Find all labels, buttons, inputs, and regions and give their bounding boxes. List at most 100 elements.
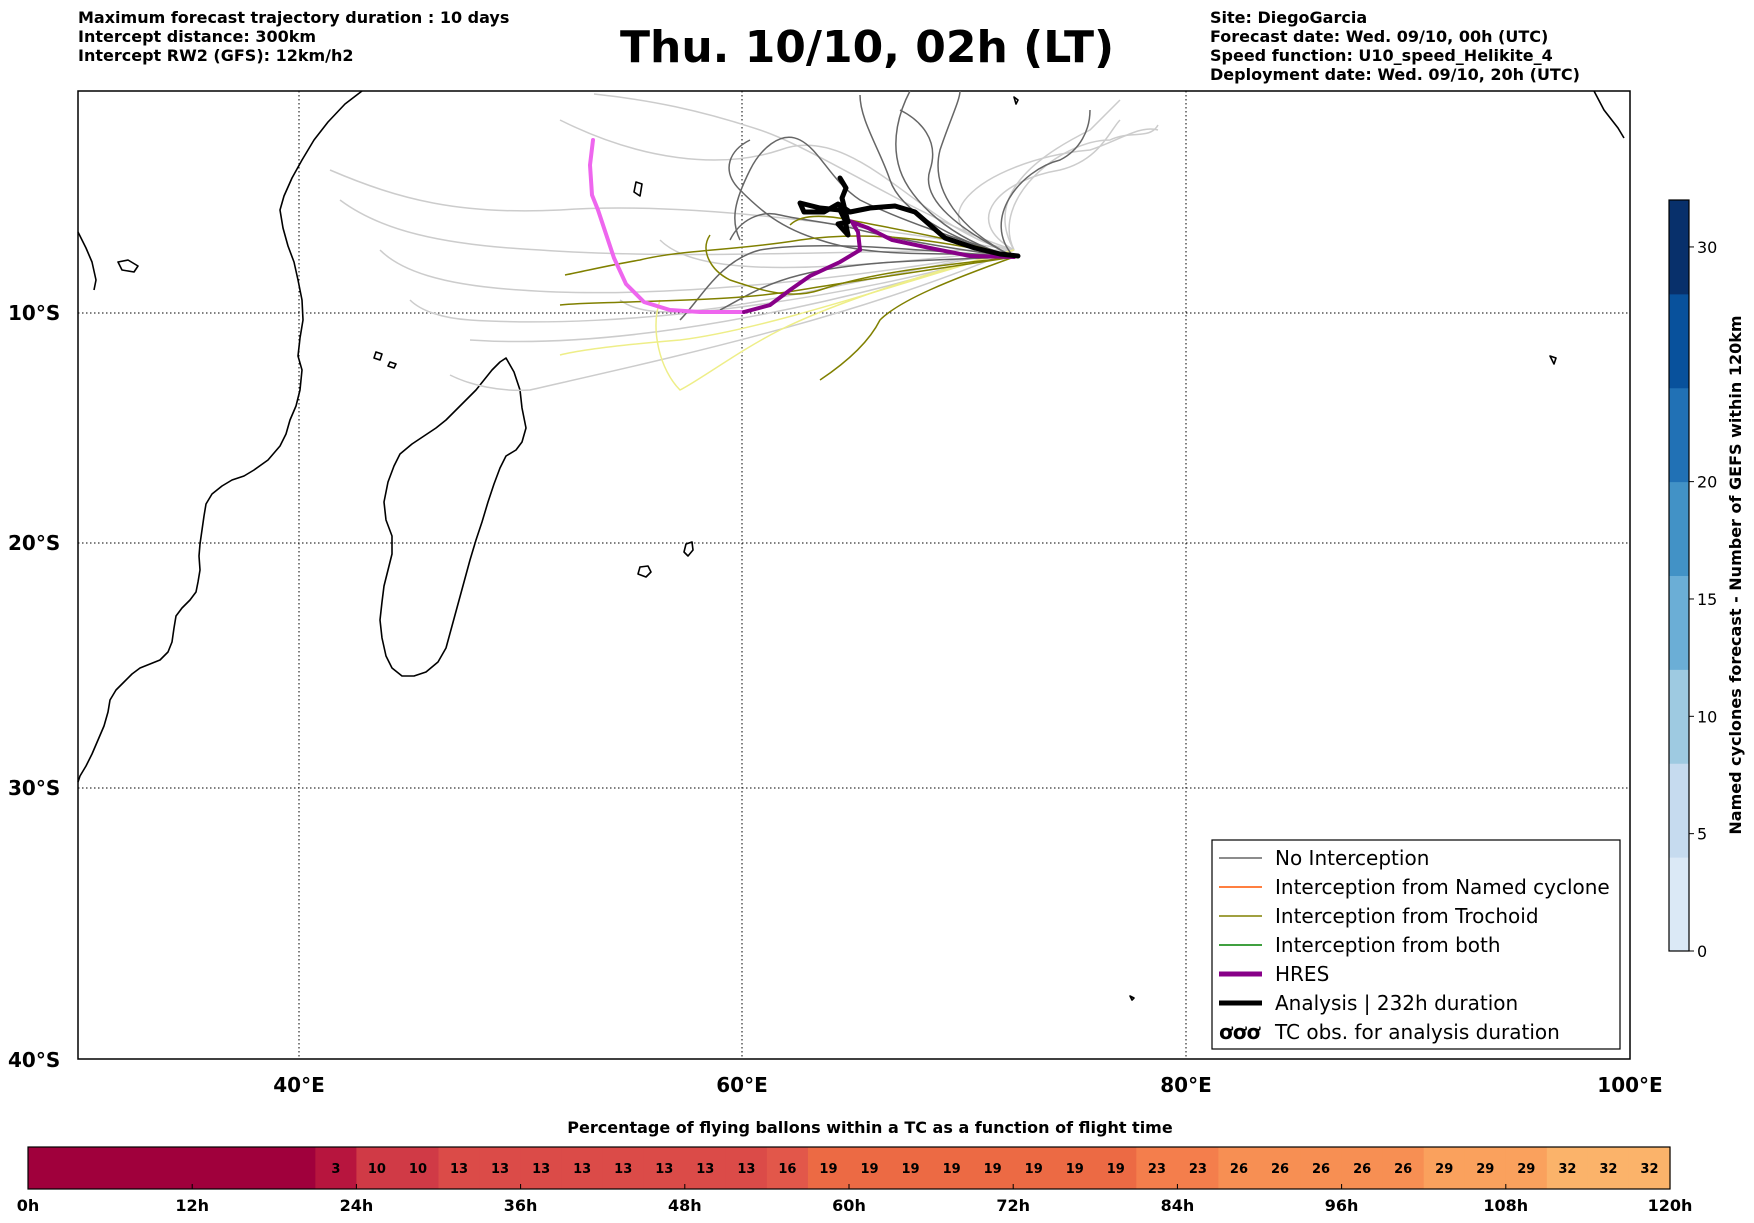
timebar-tick-label: 72h: [996, 1196, 1030, 1215]
timebar-tick: 72h: [996, 1184, 1030, 1215]
timebar-cell-fill: [1013, 1147, 1055, 1189]
timebar-cell: 13: [643, 1147, 686, 1189]
no-interception-track: [899, 109, 1015, 258]
legend-label: Interception from Trochoid: [1275, 904, 1539, 928]
legend-box: [1211, 839, 1621, 1050]
sumatra-coast: [1593, 90, 1625, 139]
timebar-cell-value: 29: [1517, 1162, 1535, 1177]
timebar-cell: 26: [1259, 1147, 1302, 1189]
timebar-cell-value: 32: [1640, 1162, 1658, 1177]
faded-track: [559, 119, 1015, 251]
timebar-cell: 19: [1054, 1147, 1096, 1189]
cocos-islands: [1549, 355, 1557, 365]
faded-track: [1008, 124, 1159, 251]
trochoid-track: [705, 234, 1015, 295]
legend-rows: No Interception Interception from Named c…: [1219, 846, 1610, 1044]
colorbar-cell: [1669, 481, 1689, 576]
faded-track: [379, 249, 1015, 294]
header-left-info: Maximum forecast trajectory duration : 1…: [78, 8, 509, 65]
timebar-cell-fill: [643, 1147, 686, 1189]
trochoid-track: [559, 256, 1015, 306]
colorbar-tick-label: 20: [1697, 473, 1717, 492]
chagos-islands: [1013, 96, 1019, 105]
map-panel: 10°S 20°S 30°S 40°S 40°E 60°E 80°E 100°E…: [8, 90, 1663, 1097]
colorbar-cell: [1669, 857, 1689, 952]
faded-trochoid-track: [559, 249, 1015, 356]
timebar-tick: 0h: [17, 1184, 39, 1215]
trochoid-track: [564, 235, 1015, 276]
lon-label-100e: 100°E: [1597, 1073, 1662, 1097]
timebar-cell: 19: [849, 1147, 891, 1189]
legend-item: HRES: [1219, 962, 1329, 986]
faded-track: [987, 119, 1121, 251]
longitude-labels: 40°E 60°E 80°E 100°E: [273, 1073, 1662, 1097]
timebar-cell-fill: [233, 1147, 275, 1189]
colorbar-tick-label: 10: [1697, 707, 1717, 726]
timebar-cell-fill: [1054, 1147, 1096, 1189]
timebar-cell-fill: [890, 1147, 932, 1189]
timebar-cell-value: 32: [1558, 1162, 1576, 1177]
timebar-cell-fill: [1259, 1147, 1302, 1189]
analysis-track: [797, 175, 1021, 259]
timebar-tick: 60h: [832, 1184, 866, 1215]
tc-obs-symbol: ơơơ: [1219, 1020, 1261, 1044]
timebar-cell-value: 26: [1271, 1162, 1289, 1177]
trochoid-track: [819, 256, 1015, 381]
timebar-cell-value: 19: [984, 1162, 1002, 1177]
timebar-cell: 26: [1218, 1147, 1261, 1189]
timebar-cell-value: 29: [1476, 1162, 1494, 1177]
legend-item: Analysis | 232h duration: [1219, 991, 1518, 1015]
timebar-cell-value: 26: [1312, 1162, 1330, 1177]
cyclone-colorbar: 0 5 10 15 20 30 Named cyclones forecast - Num…: [1668, 199, 1745, 961]
timebar-cell: 13: [520, 1147, 563, 1189]
no-interception-track: [1000, 109, 1091, 258]
timebar-cell-value: 32: [1599, 1162, 1617, 1177]
timebar-cell-value: 19: [943, 1162, 961, 1177]
colorbar-tick-label: 0: [1697, 942, 1707, 961]
colorbar-cells: [1669, 200, 1689, 952]
timebar-cell-value: 13: [737, 1162, 755, 1177]
coastlines: [77, 90, 1625, 1001]
faded-trochoid-trajectories: [559, 249, 1015, 391]
timebar-cell-fill: [192, 1147, 234, 1189]
colorbar-tick: 15: [1689, 590, 1717, 609]
timebar-cell-value: 13: [573, 1162, 591, 1177]
lon-label-60e: 60°E: [716, 1073, 768, 1097]
timebar-cell-fill: [602, 1147, 645, 1189]
timebar-cell-value: 19: [819, 1162, 837, 1177]
timebar-cell-value: 19: [860, 1162, 878, 1177]
colorbar-cell: [1669, 669, 1689, 764]
reunion-island: [637, 565, 652, 578]
timebar-cell-fill: [520, 1147, 563, 1189]
timebar-tick-label: 96h: [1325, 1196, 1359, 1215]
timebar-cell-value: 10: [409, 1162, 427, 1177]
timebar-cell-value: 3: [331, 1162, 340, 1177]
faded-trochoid-track: [655, 249, 1015, 391]
trajectory-duration-text: Maximum forecast trajectory duration : 1…: [78, 8, 510, 27]
colorbar-cell: [1669, 575, 1689, 670]
colorbar-cell: [1669, 387, 1689, 483]
arabia-somalia-coastline: [77, 231, 97, 291]
timebar-tick: 36h: [504, 1184, 537, 1215]
colorbar-tick: 10: [1689, 707, 1717, 726]
timebar-cell-fill: [1464, 1147, 1507, 1189]
timebar-cell: 10: [397, 1147, 440, 1189]
timebar-cell-fill: [1505, 1147, 1548, 1189]
timebar-cell: [69, 1147, 111, 1189]
timebar-tick: 120h: [1648, 1184, 1692, 1215]
timebar-cell-value: 16: [778, 1162, 796, 1177]
timebar-cell-fill: [1341, 1147, 1384, 1189]
timebar-cell-value: 29: [1435, 1162, 1453, 1177]
timebar-cell-value: 13: [696, 1162, 714, 1177]
hres-forecast-track: [587, 138, 746, 314]
no-interception-track: [728, 139, 1015, 258]
timebar-cell-fill: [1095, 1147, 1137, 1189]
no-interception-track: [859, 94, 1015, 258]
timebar-cell-value: 26: [1353, 1162, 1371, 1177]
timebar-cell-fill: [28, 1147, 70, 1189]
colorbar-cell: [1669, 293, 1689, 389]
timebar-cell: 32: [1628, 1147, 1671, 1189]
colorbar-tick: 0: [1689, 942, 1707, 961]
timebar-cell-fill: [397, 1147, 440, 1189]
